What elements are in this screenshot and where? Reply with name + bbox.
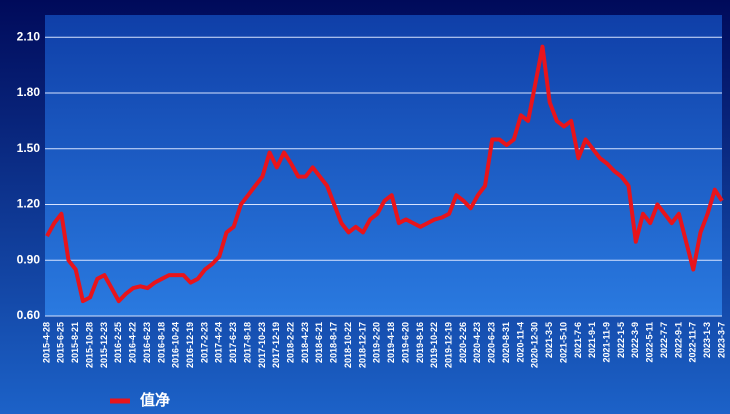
y-tick-label: 2.10 [17, 29, 41, 43]
x-tick-label: 2020-8-31 [501, 322, 511, 363]
x-tick-label: 2022-5-11 [645, 322, 655, 363]
x-tick-label: 2020-6-23 [487, 322, 497, 363]
x-tick-label: 2016-4-22 [128, 322, 138, 363]
x-tick-label: 2017-10-23 [257, 322, 267, 368]
x-tick-label: 2017-12-19 [271, 322, 281, 368]
x-tick-label: 2016-10-24 [171, 322, 181, 368]
x-tick-label: 2022-7-7 [659, 322, 669, 358]
x-tick-label: 2016-6-23 [142, 322, 152, 363]
x-tick-label: 2017-8-18 [242, 322, 252, 363]
x-tick-label: 2020-4-23 [472, 322, 482, 363]
x-tick-label: 2020-11-4 [515, 322, 525, 363]
x-tick-label: 2015-12-23 [99, 322, 109, 368]
series-line [45, 44, 724, 304]
x-tick-label: 2023-3-7 [716, 322, 726, 358]
plot-area [45, 15, 722, 316]
x-tick-label: 2020-12-30 [530, 322, 540, 368]
x-tick-label: 2022-11-7 [688, 322, 698, 363]
x-tick-label: 2017-6-23 [228, 322, 238, 363]
x-tick-label: 2020-2-26 [458, 322, 468, 363]
y-tick-label: 1.80 [17, 85, 41, 99]
x-tick-label: 2018-12-17 [357, 322, 367, 368]
y-tick-label: 1.50 [17, 141, 41, 155]
x-tick-label: 2018-10-22 [343, 322, 353, 368]
x-tick-label: 2017-2-23 [199, 322, 209, 363]
x-tick-label: 2021-11-9 [601, 322, 611, 363]
x-tick-label: 2021-5-10 [558, 322, 568, 363]
x-tick-label: 2017-4-24 [214, 322, 224, 363]
x-tick-label: 2022-1-5 [616, 322, 626, 358]
x-tick-label: 2018-6-21 [314, 322, 324, 363]
x-tick-label: 2015-8-21 [70, 322, 80, 363]
x-tick-label: 2016-12-19 [185, 322, 195, 368]
x-tick-label: 2021-9-1 [587, 322, 597, 358]
x-tick-label: 2018-2-22 [286, 322, 296, 363]
x-tick-label: 2019-8-16 [415, 322, 425, 363]
x-tick-label: 2016-8-18 [156, 322, 166, 363]
x-tick-label: 2015-10-28 [84, 322, 94, 368]
x-tick-label: 2016-2-25 [113, 322, 123, 363]
x-tick-label: 2022-9-1 [673, 322, 683, 358]
x-tick-label: 2019-2-20 [372, 322, 382, 363]
x-tick-label: 2021-7-6 [573, 322, 583, 358]
x-tick-label: 2019-6-20 [400, 322, 410, 363]
x-tick-label: 2019-10-22 [429, 322, 439, 368]
x-tick-label: 2019-12-19 [444, 322, 454, 368]
x-tick-label: 2015-4-28 [41, 322, 51, 363]
x-tick-label: 2015-6-25 [56, 322, 66, 363]
x-tick-label: 2022-3-9 [630, 322, 640, 358]
legend-label: 值净 [140, 391, 170, 409]
x-tick-label: 2018-4-23 [300, 322, 310, 363]
x-tick-label: 2023-1-3 [702, 322, 712, 358]
y-tick-label: 1.20 [17, 197, 41, 211]
y-tick-label: 0.60 [17, 308, 41, 322]
y-tick-label: 0.90 [17, 252, 41, 266]
x-tick-label: 2018-8-17 [329, 322, 339, 363]
x-tick-label: 2021-3-5 [544, 322, 554, 358]
x-tick-label: 2019-4-18 [386, 322, 396, 363]
